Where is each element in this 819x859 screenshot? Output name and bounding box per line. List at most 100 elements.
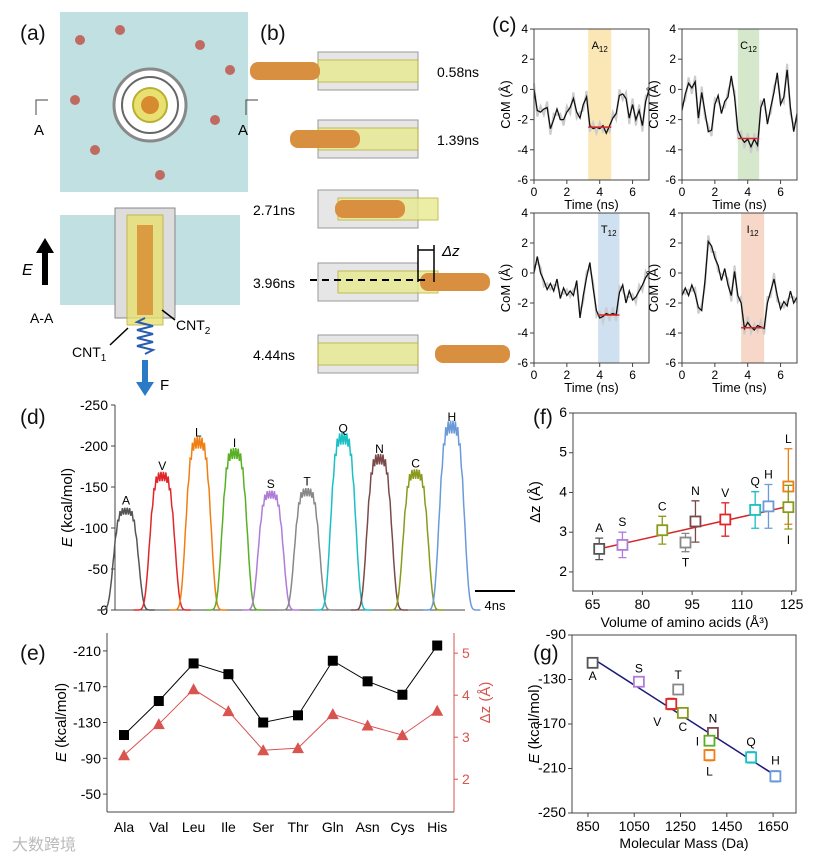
point-label: V [721,486,729,500]
deltaz-marker [361,719,374,731]
x-tick-label: 1050 [619,818,650,834]
energy-peak-H [423,420,481,611]
section-label: A-A [30,310,54,326]
energy-peak-S [242,490,300,611]
peak-label: I [233,436,236,450]
y-tick-label: -4 [665,326,676,340]
point-label: I [787,533,790,547]
energy-peak-I [206,447,264,611]
x-tick-label: 0 [679,185,686,199]
time-label: 0.58ns [437,64,479,80]
point-label: A [589,669,597,683]
deltaz-marker [118,749,130,761]
x-tick-label: Ile [221,819,236,835]
data-point-H [769,770,782,783]
y2-tick-label: 4 [462,687,470,703]
y-tick-label: -4 [517,143,528,157]
x-axis-label: Volume of amino acids (Å³) [600,614,768,630]
point-label: V [653,715,661,729]
energy-marker [188,658,199,669]
point-label: H [771,754,780,768]
time-label: 4.44ns [253,347,295,363]
time-label: 1.39ns [437,132,479,148]
data-point-Q [749,504,762,516]
x-tick-label: 1450 [711,818,742,834]
y-tick-label: -2 [517,113,528,127]
energy-marker [153,696,164,707]
y-tick-label: 0 [521,266,528,280]
y2-axis-label: Δz (Å) [477,682,494,724]
x-tick-label: 0 [531,185,538,199]
spring-icon [134,317,156,355]
deltaz-marker [152,718,165,730]
x-tick-label: His [427,819,447,835]
section-mark-left: A [34,122,44,139]
y-tick-label: 0 [669,266,676,280]
data-point-C [676,706,689,719]
time-label: 2.71ns [253,202,295,218]
cnt2-tube [317,342,419,366]
y2-tick-label: 2 [462,771,470,787]
energy-peak-L [169,436,227,611]
y-tick-label: -6 [665,173,676,187]
y-tick-label: -2 [665,296,676,310]
peptide-label: A12 [592,40,609,54]
y-tick-label: -2 [665,113,676,127]
y-tick-label: -130 [73,715,101,731]
peptide-label: T12 [601,224,617,238]
x-tick-label: Asn [356,819,380,835]
x-tick-label: 6 [629,368,636,382]
x-tick-label: 125 [780,596,804,612]
y-tick-label: -6 [517,356,528,370]
x-axis-label: Molecular Mass (Da) [619,835,748,851]
y-tick-label: 4 [559,483,567,499]
data-point-H [762,500,775,513]
y-axis-label: CoM (Å) [498,80,513,128]
y-tick-label: 2 [521,52,528,66]
panel-label-a: (a) [20,22,46,45]
deltaz-marker [292,742,304,754]
force-arrowhead-icon [136,382,154,396]
data-point-S [632,675,645,688]
y-tick-label: -130 [538,671,566,687]
x-axis-label: Time (ns) [564,380,618,395]
panel-label-d: (d) [20,406,46,429]
series-line-triangle [123,688,438,756]
plot-frame [572,412,797,592]
data-point-I [782,501,795,514]
section-arrow-right-icon [245,99,258,115]
y-tick-label: 0 [521,82,528,96]
y2-tick-label: 3 [462,729,470,745]
peptide-label: I12 [747,224,760,238]
panel-a-illustration: A A F E A-A CNT1 CNT2 [22,12,258,396]
point-label: T [682,556,690,570]
cnt2-label: CNT2 [176,317,211,337]
x-tick-label: 4 [596,185,603,199]
panel-label-e: (e) [20,642,46,665]
peptide-icon [420,273,490,291]
y-tick-label: -50 [88,561,108,577]
x-tick-label: Val [149,819,168,835]
smoothed-trace [681,239,798,331]
y-axis-label: CoM (Å) [498,264,513,312]
energy-marker [293,710,303,721]
energy-deltaz-chart: -210 -170 -130 -90 -50 2 3 4 5 Ala Val Leu Ile Ser Thr… [53,633,494,835]
panel-label-b: (b) [260,22,286,45]
y2-tick-label: 5 [462,645,470,661]
point-label: L [706,765,713,779]
data-point-L [703,749,716,762]
peak-label: V [158,459,166,473]
x-tick-label: Leu [182,819,205,835]
energy-peak-Q [314,432,372,611]
y-axis-label: E (kcal/mol) [526,684,543,763]
peptide-icon [290,130,360,148]
point-label: N [691,484,700,498]
x-tick-label: 1650 [758,818,789,834]
y-tick-label: -150 [80,479,108,495]
x-axis-label: Time (ns) [564,197,618,212]
plot-frame [681,28,798,181]
